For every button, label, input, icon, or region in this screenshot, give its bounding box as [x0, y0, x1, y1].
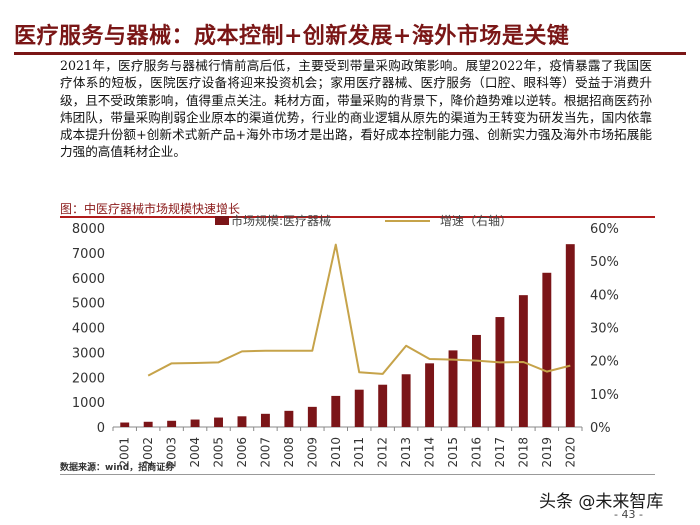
- x-tick-label: 2019: [540, 437, 554, 468]
- x-tick-label: 2001: [118, 437, 132, 468]
- left-tick-label: 1000: [72, 396, 105, 411]
- x-tick-label: 2004: [188, 437, 202, 468]
- bar-series: [120, 244, 575, 427]
- x-tick-label: 2017: [493, 437, 507, 468]
- x-tick-label: 2018: [516, 437, 530, 468]
- left-tick-label: 6000: [72, 272, 105, 287]
- bar: [378, 384, 388, 427]
- right-tick-label: 0%: [590, 421, 611, 436]
- x-tick-label: 2020: [563, 437, 577, 468]
- right-tick-label: 50%: [590, 255, 619, 270]
- bar: [260, 413, 270, 427]
- x-tick-label: 2010: [329, 437, 343, 468]
- right-tick-label: 30%: [590, 322, 619, 337]
- left-tick-label: 8000: [72, 222, 105, 237]
- caption-underline: [60, 216, 655, 218]
- left-tick-label: 2000: [72, 371, 105, 386]
- bar: [354, 389, 364, 427]
- right-tick-label: 60%: [590, 222, 619, 237]
- x-tick-label: 2008: [282, 437, 296, 468]
- x-tick-label: 2015: [446, 437, 460, 468]
- left-tick-label: 7000: [72, 247, 105, 262]
- x-tick-label: 2014: [423, 437, 437, 468]
- legend-bar-swatch: [215, 216, 229, 225]
- chart-legend: 市场规模:医疗器械 增速（右轴）: [215, 213, 512, 228]
- title-underline: [14, 52, 686, 55]
- right-tick-label: 20%: [590, 355, 619, 370]
- x-tick-label: 2009: [305, 437, 319, 468]
- left-tick-label: 4000: [72, 322, 105, 337]
- x-tick-label: 2012: [376, 437, 390, 468]
- page-title: 医疗服务与器械：成本控制+创新发展+海外市场是关键: [14, 23, 570, 49]
- x-tick-label: 2006: [235, 437, 249, 468]
- right-tick-label: 40%: [590, 288, 619, 303]
- x-tick-label: 2005: [212, 437, 226, 468]
- bar: [120, 422, 130, 427]
- left-axis: 0 1000 2000 3000 4000 5000 6000 7000 8000: [72, 222, 105, 436]
- left-tick-label: 5000: [72, 297, 105, 312]
- bar: [237, 416, 247, 427]
- page-number: - 43 -: [614, 508, 643, 521]
- legend-bar-label: 市场规模:医疗器械: [231, 213, 331, 228]
- bar: [448, 350, 458, 427]
- growth-line: [147, 243, 571, 377]
- data-source: 数据来源：wind，招商证券: [60, 463, 175, 473]
- body-paragraph: 2021年，医疗服务与器械行情前高后低，主要受到带量采购政策影响。展望2022年…: [60, 58, 652, 160]
- left-tick-label: 0: [97, 421, 105, 436]
- right-axis: 0% 10% 20% 30% 40% 50% 60%: [590, 222, 619, 436]
- right-tick-label: 10%: [590, 388, 619, 403]
- bar: [143, 421, 153, 427]
- bar: [284, 410, 294, 427]
- x-tick-label: 2003: [165, 437, 179, 468]
- bar: [565, 244, 575, 427]
- bar: [331, 395, 341, 427]
- x-tick-label: 2013: [399, 437, 413, 468]
- bar: [472, 334, 481, 427]
- bar: [401, 374, 411, 427]
- left-tick-label: 3000: [72, 346, 105, 361]
- bar: [190, 419, 200, 427]
- x-tick-label: 2007: [258, 437, 272, 468]
- bar: [167, 420, 177, 427]
- legend-line-label: 增速（右轴）: [440, 213, 512, 228]
- watermark: 头条 @未来智库: [539, 492, 664, 512]
- x-tick-label: 2002: [141, 437, 155, 468]
- bar: [495, 317, 505, 427]
- x-tick-label: 2011: [352, 437, 366, 468]
- bar: [214, 417, 223, 427]
- bar: [307, 406, 317, 427]
- footer-divider: [60, 474, 655, 475]
- growth-line-series: [147, 243, 571, 377]
- x-axis: 2001 2002 2003 2004 2005 2006 2007 2008 2009 2010…: [112, 426, 583, 468]
- x-tick-label: 2016: [469, 437, 483, 468]
- bar: [425, 363, 435, 427]
- bar: [542, 272, 552, 427]
- chart-caption: 图：中医疗器械市场规模快速增长: [60, 202, 241, 216]
